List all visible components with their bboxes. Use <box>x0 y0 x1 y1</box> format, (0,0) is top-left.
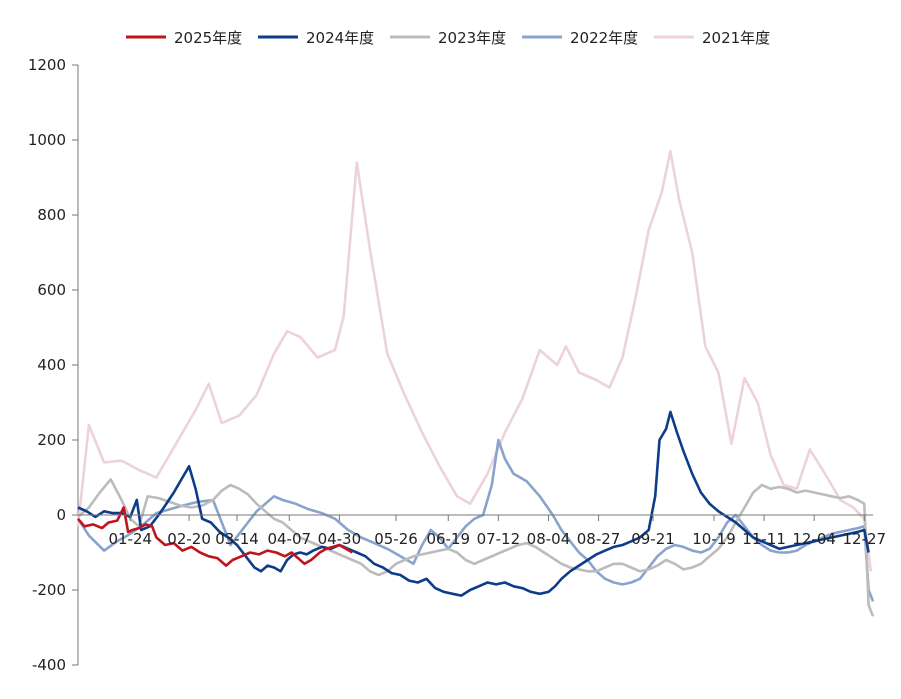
legend-entry-2021[interactable]: 2021年度 <box>654 29 770 47</box>
series-line-2021 <box>76 150 873 572</box>
legend-entry-2023[interactable]: 2023年度 <box>390 29 506 47</box>
legend-label-2024: 2024年度 <box>306 29 374 47</box>
x-tick-label: 06-19 <box>426 530 470 548</box>
x-tick-label: 04-07 <box>267 530 311 548</box>
series-layer <box>76 150 875 617</box>
x-tick-label: 12-04 <box>792 530 836 548</box>
x-tick-label: 03-14 <box>215 530 259 548</box>
legend-entry-2024[interactable]: 2024年度 <box>258 29 374 47</box>
y-tick-label: 200 <box>37 431 66 449</box>
y-tick-label: 400 <box>37 356 66 374</box>
series-line-2023 <box>77 478 875 617</box>
series-line-2024 <box>77 410 870 597</box>
series-line-2022 <box>76 438 875 602</box>
y-tick-label: 1200 <box>28 56 66 74</box>
x-axis: 01-24 02-20 03-14 04-07 04-30 05-26 06-19 07-12… <box>78 514 886 548</box>
x-tick-label: 11-11 <box>742 530 786 548</box>
x-tick-label: 07-12 <box>477 530 521 548</box>
x-tick-label: 08-27 <box>577 530 621 548</box>
x-tick-label: 12-27 <box>842 530 886 548</box>
series-line-2025 <box>77 506 354 567</box>
y-tick-label: -400 <box>32 656 66 674</box>
legend-label-2023: 2023年度 <box>438 29 506 47</box>
legend-entry-2022[interactable]: 2022年度 <box>522 29 638 47</box>
y-tick-label: 600 <box>37 281 66 299</box>
x-tick-label: 04-30 <box>318 530 362 548</box>
y-tick-label: -200 <box>32 581 66 599</box>
x-tick-label: 08-04 <box>527 530 571 548</box>
x-tick-label: 05-26 <box>374 530 418 548</box>
x-tick-label: 01-24 <box>108 530 152 548</box>
legend-label-2021: 2021年度 <box>702 29 770 47</box>
chart-legend: 2025年度 2024年度 2023年度 2022年度 2021年度 <box>126 29 770 47</box>
y-axis: -400 -200 0 200 400 600 800 1000 1200 <box>28 56 79 674</box>
y-tick-label: 1000 <box>28 131 66 149</box>
x-tick-label: 09-21 <box>631 530 675 548</box>
legend-entry-2025[interactable]: 2025年度 <box>126 29 242 47</box>
x-tick-label: 10-19 <box>692 530 736 548</box>
legend-label-2025: 2025年度 <box>174 29 242 47</box>
y-tick-label: 0 <box>56 506 66 524</box>
y-tick-label: 800 <box>37 206 66 224</box>
legend-label-2022: 2022年度 <box>570 29 638 47</box>
x-tick-label: 02-20 <box>167 530 211 548</box>
